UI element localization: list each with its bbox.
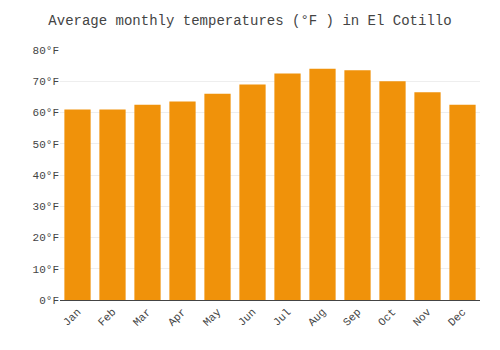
svg-text:20°F: 20°F <box>33 232 59 244</box>
svg-text:Feb: Feb <box>96 306 118 328</box>
svg-text:Oct: Oct <box>376 306 398 328</box>
svg-text:Jun: Jun <box>236 306 258 328</box>
svg-text:Jul: Jul <box>271 306 293 328</box>
svg-text:60°F: 60°F <box>33 107 59 119</box>
svg-text:10°F: 10°F <box>33 264 59 276</box>
svg-text:Mar: Mar <box>131 306 153 328</box>
svg-text:Average monthly temperatures (: Average monthly temperatures (°F ) in El… <box>48 13 451 29</box>
svg-text:0°F: 0°F <box>39 295 59 307</box>
svg-text:Apr: Apr <box>166 306 188 328</box>
svg-text:Jan: Jan <box>61 306 83 328</box>
svg-text:Sep: Sep <box>341 306 363 328</box>
svg-text:50°F: 50°F <box>33 139 59 151</box>
svg-text:80°F: 80°F <box>33 45 59 57</box>
svg-text:30°F: 30°F <box>33 201 59 213</box>
svg-text:Aug: Aug <box>306 306 328 328</box>
svg-text:70°F: 70°F <box>33 76 59 88</box>
svg-text:Dec: Dec <box>446 306 468 328</box>
svg-text:40°F: 40°F <box>33 170 59 182</box>
svg-text:Nov: Nov <box>411 306 434 329</box>
svg-text:May: May <box>201 306 224 329</box>
